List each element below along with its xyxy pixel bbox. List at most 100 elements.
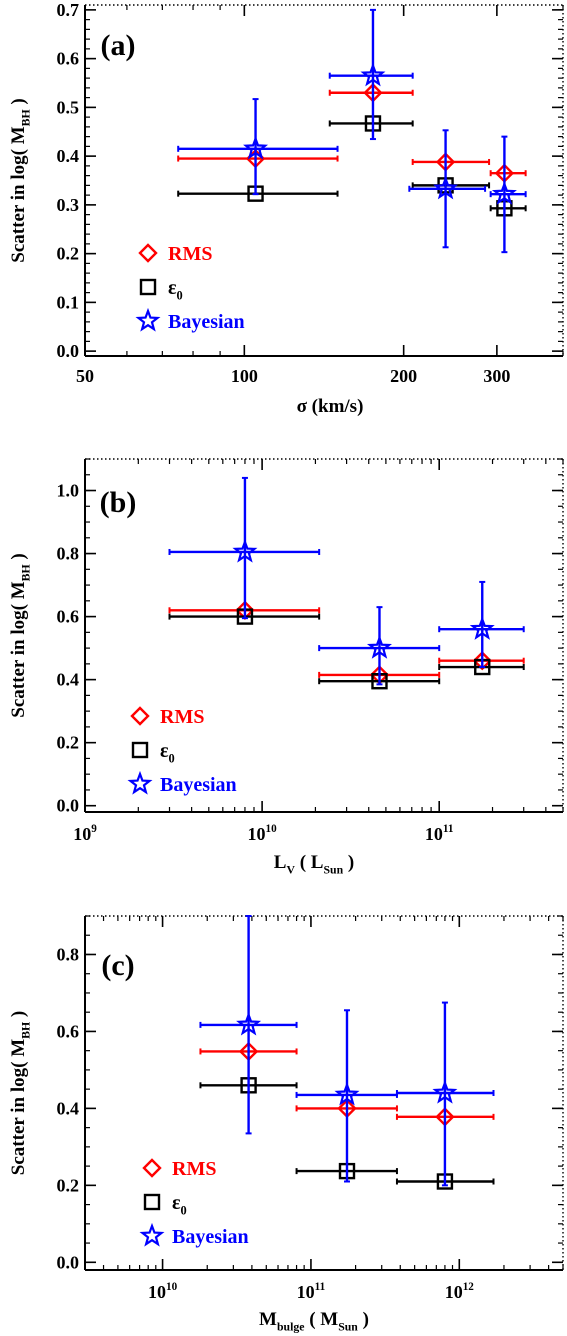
legend-eps0-label: ε0 — [168, 277, 183, 303]
y-axis-title-part: Scatter in log( M — [8, 1039, 29, 1175]
x-axis-title-part: ) — [358, 1309, 369, 1330]
legend: RMS ε0 Bayesian — [127, 706, 237, 796]
series-bayesian — [177, 8, 527, 254]
x-tick-label-part: 10 — [425, 824, 443, 844]
legend-eps0-label-part: ε — [160, 740, 169, 762]
x-tick-label: 100 — [231, 366, 258, 386]
y-tick-label: 0.3 — [57, 195, 80, 215]
legend-eps0-marker — [139, 278, 157, 296]
legend-eps0-label-part: 0 — [169, 752, 175, 766]
y-tick-label: 0.0 — [57, 1252, 80, 1272]
x-tick-label: 1010 — [248, 823, 278, 844]
bayesian-marker — [469, 616, 495, 640]
legend-bayesian-marker — [127, 770, 153, 795]
y-axis-title: Scatter in log( MBH ) — [8, 553, 32, 717]
legend: RMS ε0 Bayesian — [139, 1158, 249, 1248]
y-tick-label: 0.2 — [57, 1175, 80, 1195]
x-tick-label-part: 10 — [248, 824, 266, 844]
bayesian-marker — [366, 634, 392, 659]
y-axis-title: Scatter in log( MBH ) — [8, 98, 32, 262]
legend-bayesian-marker — [139, 1222, 165, 1247]
y-axis-title-part: ) — [8, 553, 29, 564]
x-axis-title-part: Sun — [323, 863, 343, 876]
y-tick-label: 0.6 — [57, 607, 80, 627]
y-tick-label: 0.6 — [57, 49, 80, 69]
y-axis-title-part: BH — [19, 109, 32, 126]
panel-label: (c) — [101, 949, 134, 982]
x-axis-title: Mbulge ( MSun ) — [259, 1309, 369, 1333]
y-axis-title: Scatter in log( MBH ) — [8, 1011, 32, 1175]
panel-a: 0.0 0.1 0.2 0.3 0.4 0.5 0.6 0.7 50 100 200 300 σ (km… — [8, 0, 564, 417]
y-tick-label: 0.0 — [57, 796, 80, 816]
legend-rms-marker — [138, 243, 158, 263]
x-axis-title-part: L — [274, 852, 287, 873]
x-tick-label: 1011 — [425, 823, 454, 844]
x-axis-title-part: M — [259, 1309, 277, 1330]
bayesian-marker — [243, 135, 269, 160]
legend-rms-label: RMS — [172, 1158, 216, 1180]
bayesian-marker — [232, 538, 258, 563]
legend-rms-label: RMS — [160, 706, 204, 728]
y-tick-label: 0.2 — [57, 244, 80, 264]
y-axis-title-part: ) — [8, 1011, 29, 1022]
legend-eps0-label-part: 0 — [177, 289, 183, 303]
x-tick-label: 109 — [73, 823, 97, 844]
legend-eps0-marker — [143, 1193, 161, 1211]
series-bayesian — [199, 915, 495, 1187]
y-tick-label: 0.7 — [57, 0, 80, 20]
bayesian-marker — [491, 181, 517, 205]
legend-rms-marker — [142, 1158, 162, 1178]
legend-bayesian-label-part: Bayesian — [160, 774, 237, 796]
x-axis-title-part: bulge — [277, 1320, 304, 1333]
legend-bayesian-marker — [135, 307, 161, 332]
legend-bayesian-label: Bayesian — [160, 774, 237, 796]
y-tick-label: 0.2 — [57, 733, 80, 753]
legend: RMS ε0 Bayesian — [135, 243, 245, 333]
x-tick-label: 300 — [483, 366, 510, 386]
y-axis-title-part: Scatter in log( M — [8, 126, 29, 262]
x-tick-label-part: 10 — [266, 823, 278, 835]
y-tick-label: 0.0 — [57, 341, 80, 361]
x-tick-label: 1011 — [297, 1281, 326, 1302]
y-tick-label: 1.0 — [57, 481, 80, 501]
legend-rms-marker — [130, 706, 150, 726]
x-tick-label-part: 10 — [166, 1281, 178, 1293]
x-tick-label-part: 10 — [148, 1282, 166, 1302]
legend-eps0-marker — [131, 741, 149, 759]
y-tick-label: 0.8 — [57, 544, 80, 564]
y-tick-label: 0.4 — [57, 670, 80, 690]
x-tick-label-part: 9 — [91, 823, 97, 835]
legend-eps0-label-part: ε — [172, 1192, 181, 1214]
x-axis-title-part: ( M — [304, 1309, 338, 1330]
x-tick-label-part: 12 — [463, 1281, 475, 1293]
y-axis-title-part: Scatter in log( M — [8, 581, 29, 717]
bayesian-marker — [360, 62, 386, 87]
x-tick-label-part: 10 — [73, 824, 91, 844]
x-tick-label-part: 10 — [297, 1282, 315, 1302]
x-axis-title-part: V — [286, 863, 295, 876]
y-axis-title-part: BH — [19, 1022, 32, 1039]
panel-label: (a) — [101, 29, 136, 62]
x-axis-title: LV ( LSun ) — [274, 852, 354, 876]
legend-rms-label: RMS — [168, 243, 212, 265]
x-axis-title-part: Sun — [338, 1320, 358, 1333]
y-tick-label: 0.5 — [57, 97, 80, 117]
series-bayesian — [168, 476, 525, 686]
x-axis-title: σ (km/s) — [297, 396, 364, 417]
legend-eps0-label: ε0 — [160, 740, 175, 766]
legend-bayesian-label: Bayesian — [168, 311, 245, 333]
x-tick-label: 200 — [390, 366, 417, 386]
bayesian-marker — [236, 1011, 262, 1036]
x-axis-title-part: ( L — [295, 852, 324, 873]
y-axis-title-part: ) — [8, 98, 29, 109]
legend-eps0-label-part: 0 — [181, 1204, 187, 1218]
rms-marker — [472, 651, 492, 671]
legend-bayesian-label-part: Bayesian — [172, 1226, 249, 1248]
y-tick-label: 0.6 — [57, 1021, 80, 1041]
legend-bayesian-label-part: Bayesian — [168, 311, 245, 333]
x-tick-label: 1012 — [445, 1281, 475, 1302]
bayesian-marker — [334, 1081, 360, 1106]
x-tick-label: 1010 — [148, 1281, 178, 1302]
